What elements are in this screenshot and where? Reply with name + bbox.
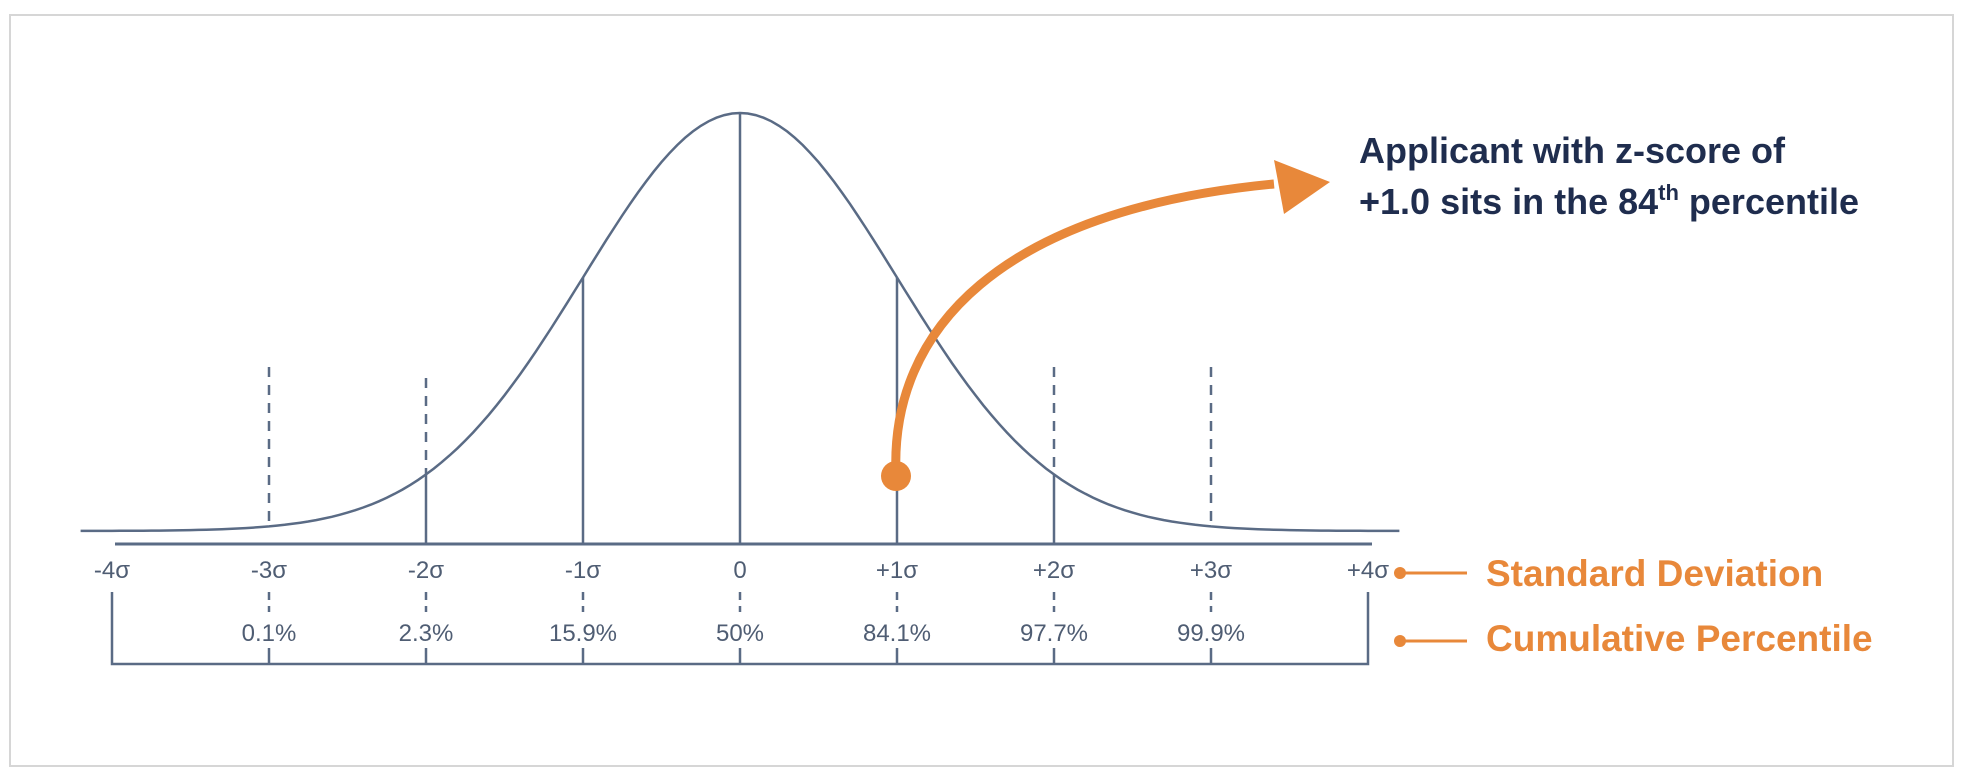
sd-label: +3σ xyxy=(1190,557,1232,584)
arrow-origin xyxy=(881,461,911,491)
arrow-head xyxy=(1274,160,1330,214)
sd-label: 0 xyxy=(733,557,746,584)
sd-label: -4σ xyxy=(94,557,130,584)
callout-line-2: +1.0 sits in the 84th percentile xyxy=(1359,180,1859,222)
percentile-label: 84.1% xyxy=(863,620,931,647)
callout-text: +1.0 sits in the 84 xyxy=(1359,181,1658,222)
callout-sup: th xyxy=(1658,180,1679,205)
percentile-label: 97.7% xyxy=(1020,620,1088,647)
legend-label: Standard Deviation xyxy=(1486,553,1823,594)
callout-arrow xyxy=(891,179,1275,475)
callout-text: percentile xyxy=(1679,181,1859,222)
sd-label: +4σ xyxy=(1347,557,1389,584)
percentile-label: 2.3% xyxy=(399,620,454,647)
sd-label: -1σ xyxy=(565,557,601,584)
percentile-label: 50% xyxy=(716,620,764,647)
percentile-label: 99.9% xyxy=(1177,620,1245,647)
bell-curve-plot: -4σ -3σ -2σ -1σ 0 +1σ +2σ +3σ +4σ 0.1% 2.3% 15.9% 50… xyxy=(80,111,1400,666)
sd-label: +2σ xyxy=(1033,557,1075,584)
legend-label: Cumulative Percentile xyxy=(1486,618,1873,659)
callout-line-1: Applicant with z-score of xyxy=(1359,130,1786,171)
frame xyxy=(9,14,1954,767)
percentile-label: 0.1% xyxy=(242,620,297,647)
sd-label: +1σ xyxy=(876,557,918,584)
sd-label: -2σ xyxy=(408,557,444,584)
sd-label: -3σ xyxy=(251,557,287,584)
percentile-label: 15.9% xyxy=(549,620,617,647)
